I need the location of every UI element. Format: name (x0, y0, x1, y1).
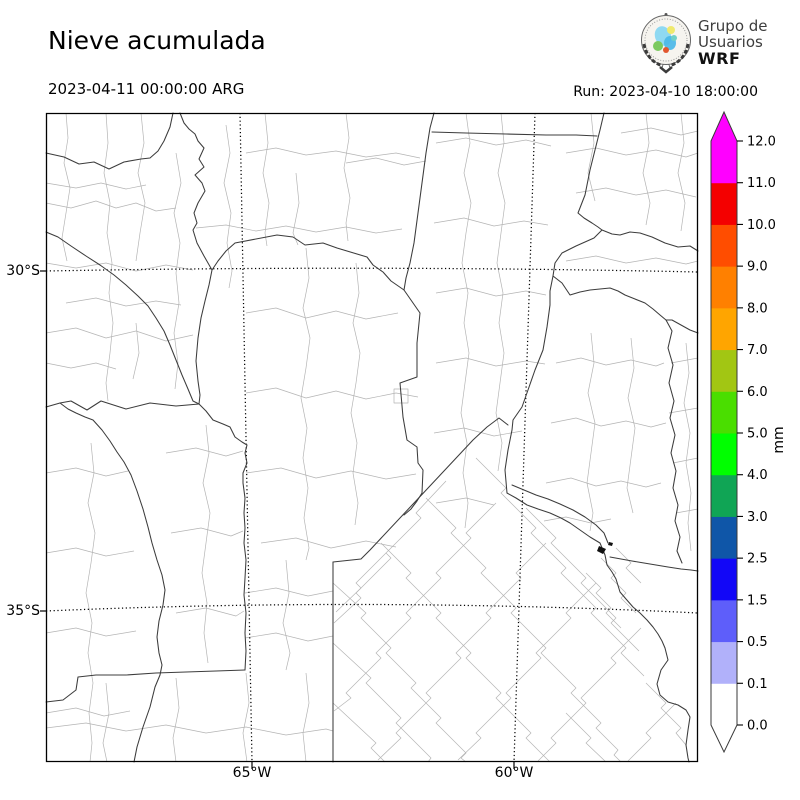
wrf-users-logo (639, 12, 693, 76)
ytick-label-30S: 30°S (6, 263, 40, 279)
colorbar-tick-label-6.0: 6.0 (747, 385, 768, 400)
map-frame (47, 114, 698, 762)
logo-text: Grupo de Usuarios WRF (698, 17, 768, 68)
colorbar-tick-label-1.5: 1.5 (747, 593, 768, 608)
logo-line2: Usuarios (698, 32, 763, 51)
graticule-gridlines (46, 113, 698, 762)
buenos-aires-city-mark (597, 546, 606, 554)
colorbar-tick-label-4.0: 4.0 (747, 468, 768, 483)
colorbar-segment-4.0 (711, 433, 737, 476)
logo-wreath-left (644, 44, 663, 66)
colorbar-tick-label-0.5: 0.5 (747, 635, 768, 650)
wrf-logo-icon (641, 13, 691, 76)
colorbar-segment-3.0 (711, 474, 737, 517)
rio-de-la-plata-north-coast (610, 557, 698, 571)
rio-de-la-plata-south-coast (507, 493, 690, 762)
logo-rim-text-ring (644, 18, 688, 62)
colorbar-svg: 0.0 0.1 0.5 1.5 2.5 3.0 4.0 5.0 6.0 7.0 8.0 9.0 10.0… (703, 100, 787, 772)
colorbar-segment-9.0 (711, 224, 737, 267)
uruguay-river (666, 320, 682, 563)
logo-line3: WRF (698, 48, 741, 68)
valid-time-label: 2023-04-11 00:00:00 ARG (48, 80, 245, 98)
colorbar-tick-label-3.0: 3.0 (747, 510, 768, 525)
gridline-60W (514, 113, 535, 762)
gridline-65W (240, 113, 252, 762)
logo-weather-blobs (653, 26, 677, 53)
model-run-label: Run: 2023-04-10 18:00:00 (573, 84, 758, 100)
gridline-30S (46, 268, 698, 272)
parana-river (505, 113, 604, 493)
province-boundaries (46, 113, 698, 762)
colorbar-segment-5.0 (711, 391, 737, 434)
colorbar-segment-0.1 (711, 641, 737, 684)
colorbar-over-arrow (711, 112, 737, 141)
axis-ticks (40, 271, 514, 769)
colorbar-segment-2.5 (711, 516, 737, 559)
ytick-label-35S: 35°S (6, 603, 40, 619)
colorbar-tick-label-0.0: 0.0 (747, 719, 768, 734)
xtick-label-65W: 65°W (232, 765, 272, 781)
colorbar-segment-0.5 (711, 599, 737, 643)
colorbar-tick-label-2.5: 2.5 (747, 552, 768, 567)
colorbar-segment-6.0 (711, 349, 737, 392)
colorbar-tick-label-12.0: 12.0 (747, 135, 776, 150)
xtick-label-60W: 60°W (494, 765, 534, 781)
map-plot-area (46, 113, 698, 762)
city-mark-small (608, 542, 613, 546)
colorbar-segment-11.0 (711, 141, 737, 184)
map-svg (46, 113, 698, 762)
colorbar-tick-label-5.0: 5.0 (747, 427, 768, 442)
gridline-35S (46, 604, 698, 613)
logo-ribbon (660, 67, 672, 72)
logo-wreath-right (669, 44, 688, 66)
logo-line1: Grupo de (698, 17, 768, 35)
colorbar-tick-label-0.1: 0.1 (747, 677, 768, 692)
colorbar-tick-label-7.0: 7.0 (747, 343, 768, 358)
page-title: Nieve acumulada (48, 26, 266, 55)
colorbar-unit-label: mm (771, 426, 787, 453)
colorbar-tick-label-9.0: 9.0 (747, 260, 768, 275)
colorbar-segment-1.5 (711, 558, 737, 601)
colorbar-tick-label-11.0: 11.0 (747, 176, 776, 191)
colorbar-segment-7.0 (711, 307, 737, 351)
department-boundaries (46, 113, 698, 762)
colorbar-segment-10.0 (711, 182, 737, 225)
colorbar-segment-8.0 (711, 266, 737, 309)
colorbar-tick-label-8.0: 8.0 (747, 301, 768, 316)
colorbar-tick-label-10.0: 10.0 (747, 218, 776, 233)
colorbar: 0.0 0.1 0.5 1.5 2.5 3.0 4.0 5.0 6.0 7.0 8.0 9.0 10.0… (703, 100, 800, 772)
colorbar-under-arrow (711, 725, 737, 752)
colorbar-segment-0.0 (711, 683, 737, 726)
